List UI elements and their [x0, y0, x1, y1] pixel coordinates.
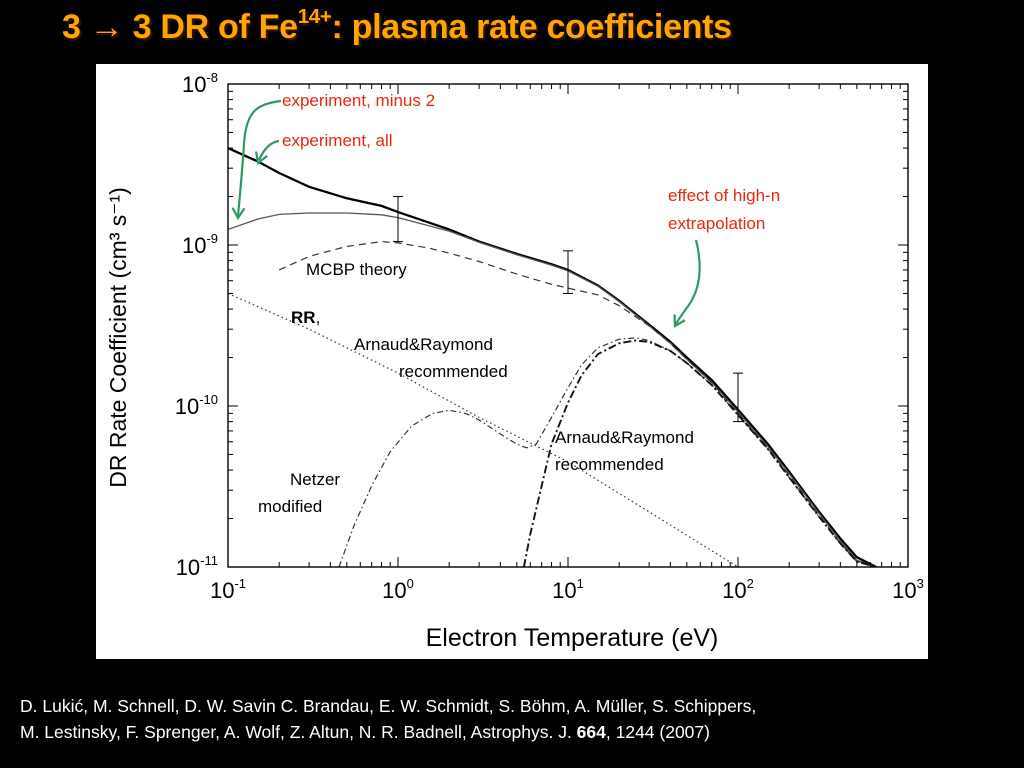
- slide-title: 3 → 3 DR of Fe14+: plasma rate coefficie…: [62, 6, 732, 47]
- series-line-experiment-all: [228, 147, 877, 567]
- citation-pages-year: , 1244 (2007): [605, 722, 710, 742]
- series-line-arnaud-raymond-recommended: [522, 339, 877, 567]
- annotation-arrows: [231, 99, 701, 328]
- title-rest: : plasma rate coefficients: [331, 8, 732, 46]
- series-line-rr-arnaud-raymond-recommended: [228, 292, 739, 567]
- highn-arrow-shaft: [675, 239, 701, 325]
- rate-coefficient-chart: 10-1 100 101 102 103 10-11 10-10 10-9 10-8 Electr…: [105, 70, 924, 652]
- axis-ticks: [227, 83, 909, 568]
- series-line-mcbp-theory: [278, 240, 877, 567]
- minus2-arrowhead: [231, 207, 246, 221]
- x-tick-label: 101: [552, 576, 584, 603]
- x-tick-label: 103: [892, 576, 924, 603]
- annotation-rr-3: recommended: [399, 362, 508, 381]
- citation-volume: 664: [576, 722, 606, 742]
- y-axis-label: DR Rate Coefficient (cm³ s⁻¹): [105, 187, 131, 488]
- citation: D. Lukić, M. Schnell, D. W. Savin C. Bra…: [20, 693, 1010, 745]
- title-superscript: 14+: [297, 6, 332, 28]
- annotation-highn-2: extrapolation: [668, 214, 765, 233]
- highn-arrowhead: [673, 314, 686, 328]
- annotation-netzer-2: modified: [258, 497, 322, 516]
- error-bar-3: [733, 372, 743, 423]
- annotation-rr-2: Arnaud&Raymond: [354, 335, 493, 354]
- title-main: 3 → 3 DR of Fe: [62, 8, 298, 46]
- error-bar-2: [563, 250, 573, 294]
- x-tick-label: 10-1: [210, 576, 246, 603]
- x-axis-label: Electron Temperature (eV): [426, 624, 719, 652]
- citation-line-1: D. Lukić, M. Schnell, D. W. Savin C. Bra…: [20, 696, 757, 716]
- annotation-highn-1: effect of high-n: [668, 186, 780, 205]
- x-tick-label: 102: [722, 576, 754, 603]
- citation-authors-journal: M. Lestinsky, F. Sprenger, A. Wolf, Z. A…: [20, 722, 577, 742]
- all-arrowhead: [255, 151, 268, 165]
- annotation-ar-1: Arnaud&Raymond: [555, 428, 694, 447]
- curves-group: [228, 147, 877, 567]
- all-arrow-shaft: [257, 139, 280, 161]
- annotation-netzer-1: Netzer: [290, 470, 340, 489]
- annotation-ar-2: recommended: [555, 455, 664, 474]
- annotation-mcbp: MCBP theory: [306, 260, 407, 279]
- annotation-rr: RR,: [291, 308, 320, 327]
- annotation-exp-minus2: experiment, minus 2: [282, 91, 435, 110]
- x-tick-label: 100: [382, 576, 414, 603]
- series-line-experiment-minus-2: [228, 212, 877, 567]
- y-tick-label: 10-11: [176, 553, 218, 580]
- y-tick-label: 10-10: [175, 392, 218, 419]
- y-tick-label: 10-9: [182, 231, 218, 258]
- y-tick-label: 10-8: [182, 70, 218, 97]
- annotation-exp-all: experiment, all: [282, 131, 393, 150]
- chart-panel: 10-1 100 101 102 103 10-11 10-10 10-9 10-8 Electr…: [96, 64, 928, 659]
- citation-line-2: M. Lestinsky, F. Sprenger, A. Wolf, Z. A…: [20, 719, 1010, 745]
- minus2-arrow-shaft: [236, 99, 282, 217]
- error-bar-1: [393, 196, 403, 243]
